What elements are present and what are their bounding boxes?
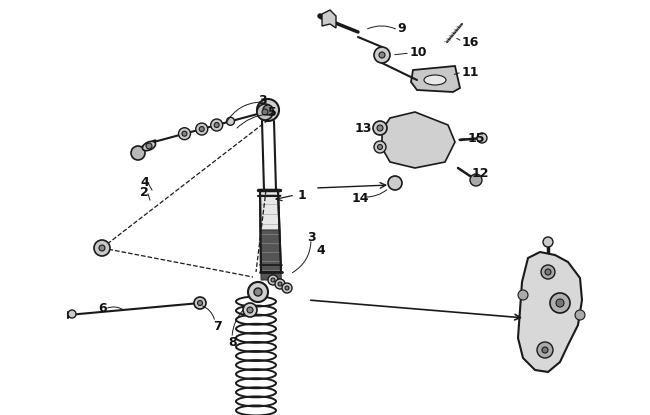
Circle shape (200, 127, 204, 132)
Circle shape (271, 278, 275, 282)
Polygon shape (382, 112, 455, 168)
Text: 5: 5 (268, 105, 277, 119)
Text: 4: 4 (316, 244, 325, 256)
Polygon shape (260, 190, 281, 272)
Circle shape (131, 146, 145, 160)
Text: 13: 13 (355, 122, 372, 134)
Polygon shape (322, 10, 336, 28)
Circle shape (537, 342, 553, 358)
Circle shape (257, 104, 273, 120)
Circle shape (243, 303, 257, 317)
Text: 16: 16 (462, 36, 480, 49)
Polygon shape (261, 230, 281, 280)
Circle shape (263, 105, 273, 115)
Circle shape (214, 122, 219, 127)
Circle shape (146, 143, 152, 149)
Text: 10: 10 (410, 46, 428, 59)
Text: 14: 14 (352, 191, 369, 205)
Circle shape (278, 282, 282, 286)
Circle shape (541, 265, 555, 279)
Circle shape (550, 293, 570, 313)
Circle shape (285, 286, 289, 290)
Circle shape (373, 121, 387, 135)
Circle shape (545, 269, 551, 275)
Circle shape (518, 290, 528, 300)
Polygon shape (518, 252, 582, 372)
Circle shape (477, 133, 487, 143)
Text: 3: 3 (307, 230, 316, 244)
Circle shape (211, 119, 223, 131)
Circle shape (262, 109, 268, 115)
Text: 6: 6 (98, 302, 107, 315)
Circle shape (254, 288, 262, 296)
Circle shape (575, 310, 585, 320)
Circle shape (179, 128, 190, 140)
Text: 2: 2 (140, 186, 149, 198)
Circle shape (275, 279, 285, 289)
Text: 1: 1 (298, 188, 307, 202)
Circle shape (198, 300, 203, 305)
Text: 9: 9 (397, 22, 406, 34)
Text: 7: 7 (213, 320, 222, 332)
Circle shape (374, 141, 386, 153)
Circle shape (374, 47, 390, 63)
Circle shape (182, 131, 187, 136)
Circle shape (542, 347, 548, 353)
Circle shape (470, 174, 482, 186)
Circle shape (388, 176, 402, 190)
Circle shape (257, 99, 279, 121)
Text: 3: 3 (258, 93, 266, 107)
Text: 11: 11 (462, 66, 480, 78)
Circle shape (94, 240, 110, 256)
Circle shape (268, 275, 278, 285)
Text: 8: 8 (228, 335, 237, 349)
Circle shape (99, 245, 105, 251)
Circle shape (248, 282, 268, 302)
Circle shape (377, 125, 383, 131)
Circle shape (378, 144, 382, 149)
Circle shape (194, 297, 206, 309)
Text: 12: 12 (472, 166, 489, 180)
Circle shape (379, 52, 385, 58)
Circle shape (543, 237, 553, 247)
Circle shape (556, 299, 564, 307)
Polygon shape (411, 66, 460, 92)
Circle shape (247, 307, 253, 313)
Ellipse shape (424, 75, 446, 85)
Circle shape (282, 283, 292, 293)
Ellipse shape (142, 142, 155, 151)
Circle shape (226, 117, 235, 125)
Text: 15: 15 (468, 132, 486, 144)
Text: 4: 4 (140, 176, 149, 188)
Circle shape (68, 310, 76, 318)
Circle shape (196, 123, 208, 135)
